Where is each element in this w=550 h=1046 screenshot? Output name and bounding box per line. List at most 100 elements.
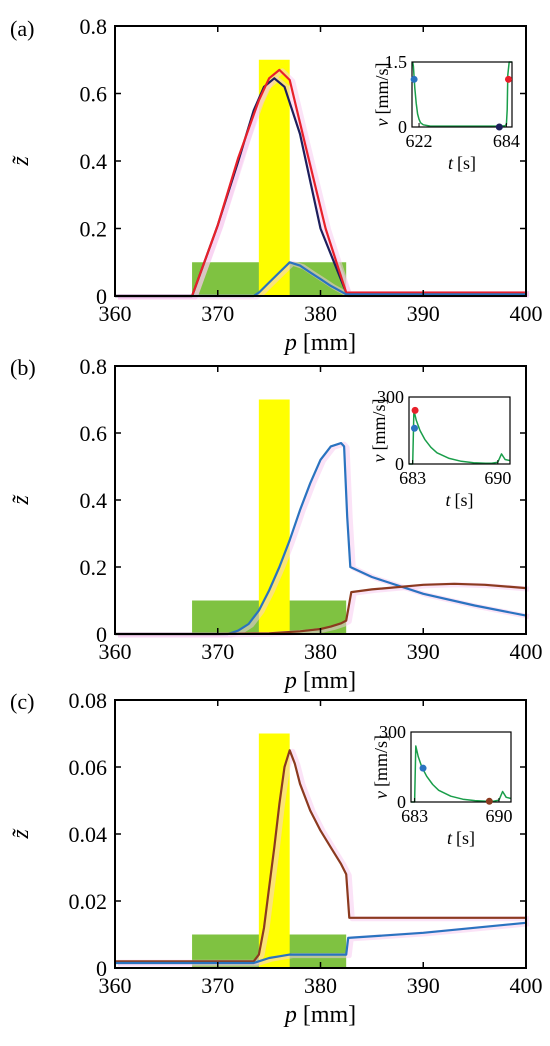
inset-plot: 683 690 0 300 t [s] v [mm/s] <box>369 387 514 510</box>
x-tick-label: 390 <box>407 973 440 998</box>
inset-y-tick-label: 300 <box>379 722 406 742</box>
x-axis-label: p [mm] <box>283 668 356 694</box>
y-tick-label: 0 <box>96 284 107 309</box>
shaded-region-yellow <box>258 399 290 634</box>
x-axis-unit: [mm] <box>303 668 356 694</box>
inset-marker-brown <box>485 797 493 805</box>
inset-y-unit: [mm/s] <box>369 399 389 451</box>
inset-marker-navy <box>495 123 503 131</box>
inset-x-unit: [s] <box>455 490 474 510</box>
series-line-blue <box>115 442 527 636</box>
y-tick-label: 0.2 <box>80 555 108 580</box>
inset-y-unit: [mm/s] <box>372 63 392 115</box>
x-axis-variable: p <box>283 330 297 356</box>
x-tick-label: 370 <box>201 301 234 326</box>
inset-y-variable: v <box>372 119 392 127</box>
inset-marker-red <box>504 75 512 83</box>
inset-line <box>409 409 511 465</box>
x-axis-unit: [mm] <box>303 330 356 356</box>
inset-x-tick-label: 690 <box>484 468 511 488</box>
series-shadow-brown <box>118 748 529 965</box>
inset-x-unit: [s] <box>456 828 475 848</box>
inset-plot: 622 684 0 1.5 t [s] v [mm/s] <box>372 52 520 173</box>
series-shadow-red <box>118 68 529 300</box>
x-tick-label: 370 <box>201 639 234 664</box>
inset-y-tick-label: 1.5 <box>385 52 408 72</box>
inset-x-tick-label: 683 <box>401 806 428 826</box>
x-tick-label: 380 <box>304 639 337 664</box>
x-tick-label: 390 <box>407 301 440 326</box>
panel-b: 360 370 380 390 400 0 0.2 0.4 0.6 0.8 (b) p [mm] z̃ 68… <box>8 354 543 694</box>
y-tick-label: 0.2 <box>80 217 108 242</box>
x-axis-label: p [mm] <box>283 330 356 356</box>
inset-marker-blue <box>419 764 427 772</box>
y-tick-label: 0.04 <box>69 822 108 847</box>
y-tick-label: 0.08 <box>69 688 108 713</box>
inset-x-axis-label: t [s] <box>445 490 473 510</box>
y-tick-label: 0.02 <box>69 889 108 914</box>
inset-x-tick-label: 684 <box>493 131 520 151</box>
panel-label: (c) <box>10 689 34 714</box>
inset-x-unit: [s] <box>457 153 476 173</box>
panel-c: 360 370 380 390 400 0 0.02 0.04 0.06 0.08 (c) p [mm]… <box>8 688 543 1028</box>
inset-y-tick-label: 0 <box>398 117 407 137</box>
y-axis-label: z̃ <box>8 828 34 840</box>
inset-frame <box>411 61 513 128</box>
x-tick-label: 400 <box>510 639 543 664</box>
inset-y-axis-label: v [mm/s] <box>369 399 389 463</box>
y-tick-label: 0.8 <box>80 14 108 39</box>
y-axis-label: z̃ <box>8 155 34 167</box>
inset-marker-red <box>411 406 419 414</box>
y-tick-label: 0.06 <box>69 755 108 780</box>
x-tick-label: 390 <box>407 639 440 664</box>
series-shadow-blue <box>118 921 530 967</box>
inset-frame <box>410 731 512 803</box>
inset-x-tick-label: 622 <box>406 131 433 151</box>
inset-frame <box>408 396 511 465</box>
inset-marker-blue <box>410 424 418 432</box>
panel-a: 360 370 380 390 400 0 0.2 0.4 0.6 0.8 (a) p [mm] z̃ 62… <box>8 14 543 356</box>
y-tick-label: 0.4 <box>80 488 108 513</box>
x-tick-label: 400 <box>510 301 543 326</box>
series-line-blue <box>115 921 527 965</box>
inset-line <box>411 745 512 803</box>
y-tick-label: 0 <box>96 622 107 647</box>
y-axis-label: z̃ <box>8 494 34 506</box>
inset-y-tick-label: 0 <box>397 792 406 812</box>
x-tick-label: 370 <box>201 973 234 998</box>
panel-label: (a) <box>10 16 34 41</box>
inset-x-axis-label: t [s] <box>448 153 476 173</box>
series-line-brown <box>115 749 526 963</box>
x-tick-label: 360 <box>99 973 132 998</box>
inset-x-variable: t <box>447 828 453 848</box>
inset-y-axis-label: v [mm/s] <box>372 63 392 127</box>
inset-x-variable: t <box>448 153 454 173</box>
y-tick-label: 0.4 <box>80 149 108 174</box>
inset-x-axis-label: t [s] <box>447 828 475 848</box>
x-axis-variable: p <box>283 1002 297 1028</box>
inset-y-tick-label: 0 <box>395 454 404 474</box>
x-tick-label: 400 <box>510 973 543 998</box>
inset-y-axis-label: v [mm/s] <box>371 735 391 799</box>
x-tick-label: 360 <box>99 301 132 326</box>
x-tick-label: 380 <box>304 301 337 326</box>
inset-background <box>408 58 516 131</box>
series-line-red <box>115 68 526 298</box>
y-tick-label: 0 <box>96 956 107 981</box>
x-axis-label: p [mm] <box>283 1002 356 1028</box>
inset-plot: 683 690 0 300 t [s] v [mm/s] <box>371 722 515 848</box>
y-tick-label: 0.8 <box>80 354 108 379</box>
inset-y-tick-label: 300 <box>377 387 404 407</box>
inset-x-variable: t <box>445 490 451 510</box>
inset-x-tick-label: 690 <box>485 806 512 826</box>
x-axis-variable: p <box>283 668 297 694</box>
x-axis-unit: [mm] <box>303 1002 356 1028</box>
x-tick-label: 360 <box>99 639 132 664</box>
y-tick-label: 0.6 <box>80 421 108 446</box>
inset-marker-blue <box>410 75 418 83</box>
y-tick-label: 0.6 <box>80 82 108 107</box>
inset-background <box>405 393 514 468</box>
x-tick-label: 380 <box>304 973 337 998</box>
